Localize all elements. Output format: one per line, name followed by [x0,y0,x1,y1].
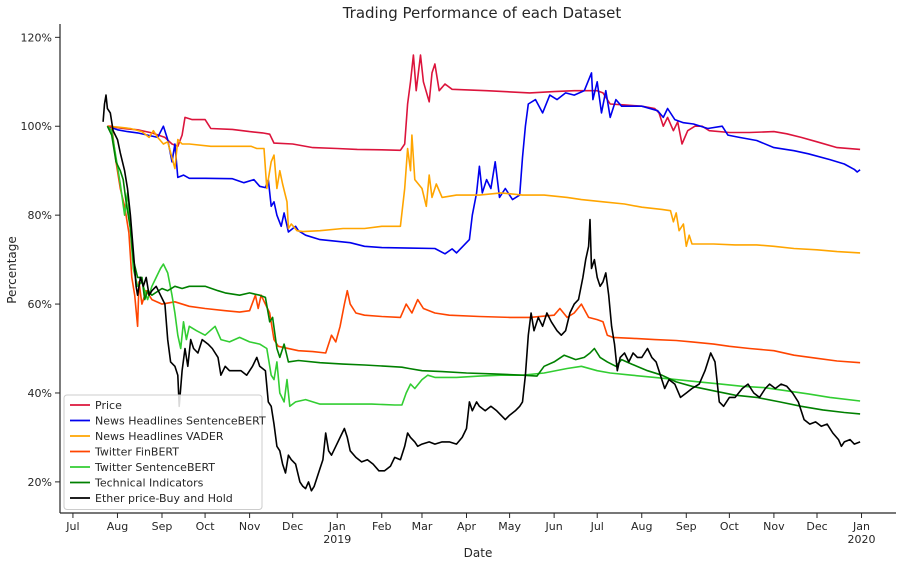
x-tick-label-12: Jul [590,520,604,533]
x-tick-label-11: Jun [545,520,563,533]
x-tick-label-3: Oct [196,520,216,533]
legend-label-2: News Headlines VADER [95,430,224,443]
chart-title: Trading Performance of each Dataset [342,4,622,22]
x-tick-label-7: Feb [372,520,391,533]
legend-label-1: News Headlines SentenceBERT [95,415,266,428]
y-tick-label-2: 60% [28,298,52,311]
x-tick-label-9: Apr [457,520,477,533]
x-tick-label-15: Oct [720,520,740,533]
x-tick-label-0: Jul [65,520,79,533]
x-tick-label-17: Dec [806,520,827,533]
legend-label-3: Twitter FinBERT [94,446,179,459]
series-layer [102,54,861,492]
x-tick-label-6: Jan [328,520,346,533]
y-tick-label-1: 40% [28,387,52,400]
series-line-twitter-sentencebert [106,125,861,408]
y-tick-label-3: 80% [28,209,52,222]
y-tick-label-5: 120% [21,31,52,44]
legend-label-4: Twitter SentenceBERT [94,461,215,474]
legend: Price News Headlines SentenceBERT News Hea… [63,394,266,510]
series-line-ether-price-buy-and-hold [102,94,861,492]
legend-label-5: Technical Indicators [94,477,204,490]
legend-box [63,394,263,510]
y-tick-label-0: 20% [28,476,52,489]
x-tick-year-18: 2020 [848,533,876,546]
y-axis-label: Percentage [5,236,19,304]
y-tick-label-4: 100% [21,120,52,133]
x-tick-label-8: Mar [412,520,433,533]
series-line-twitter-finbert [107,125,861,364]
legend-label-6: Ether price-Buy and Hold [95,492,233,505]
x-tick-label-4: Nov [239,520,261,533]
series-line-news-headlines-vader [107,125,861,254]
x-tick-label-2: Sep [152,520,173,533]
x-axis-label: Date [464,546,493,560]
x-tick-label-14: Sep [676,520,697,533]
y-axis-ticks: 20% 40% 60% 80% 100% 120% [21,31,60,489]
legend-label-0: Price [95,399,122,412]
series-line-price [107,54,861,152]
x-tick-label-1: Aug [107,520,128,533]
x-tick-label-10: May [498,520,521,533]
x-tick-label-16: Nov [763,520,785,533]
x-tick-label-5: Dec [282,520,303,533]
x-tick-label-18: Jan [852,520,870,533]
x-tick-year-6: 2019 [323,533,351,546]
x-tick-label-13: Aug [631,520,652,533]
series-line-news-headlines-sentencebert [107,72,861,255]
